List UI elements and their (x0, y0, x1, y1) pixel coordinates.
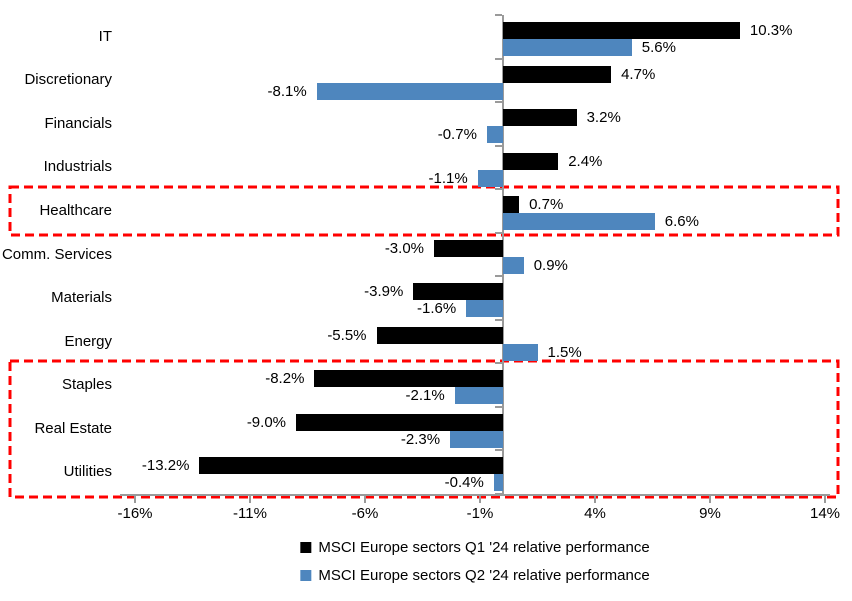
value-label: 6.6% (664, 213, 699, 231)
legend-item-q2: MSCI Europe sectors Q2 '24 relative perf… (300, 566, 650, 584)
bar-q1 (503, 152, 559, 170)
value-label: -1.1% (428, 169, 468, 187)
y-axis-tick-mark (495, 101, 502, 104)
y-axis-line (502, 15, 504, 494)
value-label: -8.1% (267, 82, 307, 100)
x-tick-label: -1% (466, 505, 494, 522)
bar-q2 (466, 300, 503, 318)
value-label: -5.5% (327, 326, 367, 344)
category-label: Industrials (43, 158, 112, 176)
x-tick-label: -11% (233, 505, 267, 522)
y-axis-tick-mark (495, 275, 502, 278)
x-axis-line (120, 494, 830, 496)
y-axis-tick-mark (495, 405, 502, 408)
bar-q1 (376, 326, 503, 344)
bar-q2 (486, 126, 503, 144)
value-label: -3.9% (364, 283, 404, 301)
value-label: 0.9% (533, 256, 568, 274)
legend-swatch-q2 (300, 569, 312, 581)
bar-q1 (503, 22, 740, 39)
category-label: Financials (44, 114, 112, 132)
value-label: -9.0% (246, 413, 286, 431)
category-label: Staples (61, 376, 112, 394)
bar-q1 (199, 457, 503, 475)
value-label: -2.3% (400, 430, 441, 448)
bar-q1 (503, 65, 612, 83)
x-tick-label: -16% (117, 505, 153, 522)
value-label: -8.2% (265, 370, 305, 388)
bar-q2 (493, 474, 503, 492)
y-axis-tick-mark (495, 318, 502, 321)
bar-q2 (454, 387, 503, 405)
y-axis-tick-mark (495, 231, 502, 234)
bar-q1 (503, 109, 577, 127)
value-label: -1.6% (417, 300, 457, 318)
value-label: -2.1% (405, 387, 445, 405)
bar-q1 (296, 413, 503, 431)
bar-q1 (503, 196, 520, 214)
y-axis-tick-mark (495, 362, 502, 365)
category-label: Energy (64, 332, 112, 350)
category-label: Comm. Services (1, 245, 112, 263)
value-label: -3.0% (384, 239, 424, 257)
value-label: -0.7% (437, 126, 477, 144)
bar-q1 (434, 239, 503, 257)
value-label: 1.5% (547, 343, 582, 361)
value-label: 3.2% (586, 109, 621, 127)
x-axis-tick-mark (479, 496, 481, 503)
bar-q2 (316, 82, 503, 100)
value-label: 2.4% (568, 152, 603, 170)
bar-q2 (503, 39, 632, 56)
category-label: Real Estate (34, 419, 112, 437)
x-tick-label: 4% (584, 505, 606, 522)
x-axis-tick-mark (824, 496, 826, 503)
legend-label-q2: MSCI Europe sectors Q2 '24 relative perf… (318, 566, 650, 584)
legend-label-q1: MSCI Europe sectors Q1 '24 relative perf… (318, 538, 650, 556)
x-tick-label: 9% (699, 505, 721, 522)
value-label: 10.3% (749, 22, 793, 39)
value-label: 4.7% (621, 65, 656, 83)
highlight-box-healthcare (8, 185, 840, 237)
y-axis-tick-mark (495, 449, 502, 452)
category-label: Healthcare (39, 201, 112, 219)
y-axis-tick-mark (495, 144, 502, 147)
value-label: 5.6% (641, 39, 676, 56)
x-tick-label: -6% (351, 505, 379, 522)
category-label: Discretionary (24, 71, 112, 89)
value-label: -0.4% (444, 474, 484, 492)
category-label: Utilities (63, 463, 112, 481)
bar-q2 (477, 169, 503, 187)
y-axis-tick-mark (495, 14, 502, 16)
bar-q2 (503, 256, 524, 274)
y-axis-tick-mark (495, 188, 502, 191)
category-label: Materials (51, 289, 112, 307)
bar-q1 (314, 370, 503, 388)
bar-q2 (503, 213, 655, 231)
x-axis-tick-mark (709, 496, 711, 503)
category-label: IT (98, 27, 112, 45)
x-axis-tick-mark (594, 496, 596, 503)
y-axis-tick-mark (495, 57, 502, 60)
bar-q2 (503, 343, 538, 361)
value-label: 0.7% (529, 196, 564, 214)
value-label: -13.2% (141, 457, 190, 475)
x-tick-label: 14% (809, 505, 841, 522)
x-axis-tick-mark (249, 496, 251, 503)
legend-swatch-q1 (300, 541, 312, 553)
legend-item-q1: MSCI Europe sectors Q1 '24 relative perf… (300, 538, 650, 556)
x-axis-tick-mark (134, 496, 136, 503)
x-axis-tick-mark (364, 496, 366, 503)
bar-q1 (413, 283, 503, 301)
bar-q2 (450, 430, 503, 448)
